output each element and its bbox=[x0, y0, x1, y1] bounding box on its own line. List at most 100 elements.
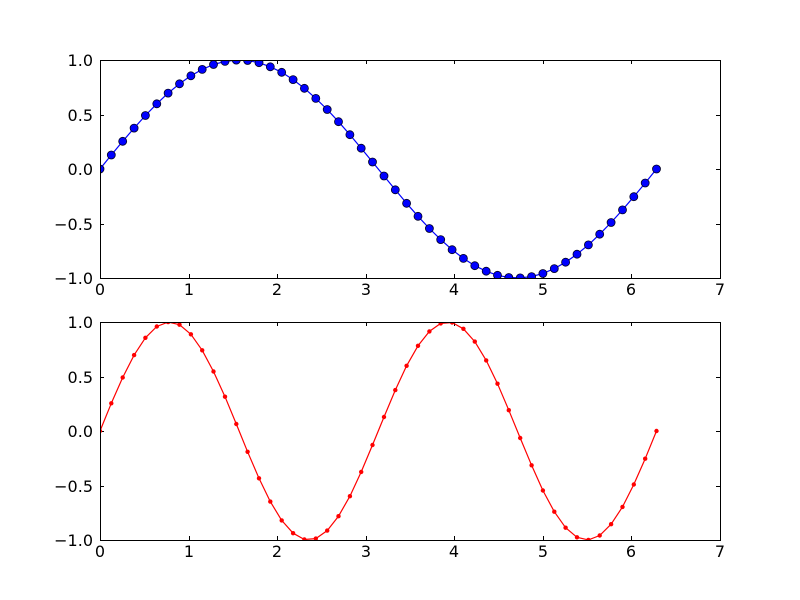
data-point bbox=[154, 324, 159, 329]
axes-bottom: 0 1 2 3 4 5 6 7 1.0 0.5 0.0 −0.5 −1.0 bbox=[54, 313, 725, 561]
data-point bbox=[393, 387, 398, 393]
sin-x-markers bbox=[100, 60, 661, 278]
y-tick-label: 0.5 bbox=[68, 106, 93, 125]
y-tick-label: 0.5 bbox=[68, 368, 93, 387]
data-point bbox=[109, 401, 114, 406]
data-point bbox=[552, 509, 557, 514]
data-point bbox=[586, 537, 591, 540]
x-tick-label: 4 bbox=[449, 542, 459, 561]
data-point bbox=[254, 60, 264, 68]
data-point bbox=[211, 369, 216, 374]
data-point bbox=[336, 514, 341, 519]
x-tick-label: 7 bbox=[715, 280, 725, 299]
x-tick-label: 6 bbox=[626, 280, 636, 299]
data-point bbox=[504, 273, 514, 278]
data-point bbox=[597, 533, 602, 538]
data-point bbox=[188, 332, 194, 337]
data-point bbox=[322, 105, 332, 114]
data-point bbox=[129, 123, 139, 133]
data-point bbox=[256, 476, 262, 481]
data-point bbox=[527, 272, 536, 278]
sin-2x-line bbox=[100, 322, 658, 540]
y-tick-label: −0.5 bbox=[54, 215, 93, 234]
data-point bbox=[427, 329, 432, 334]
data-point bbox=[484, 358, 489, 363]
data-point bbox=[458, 253, 468, 263]
data-point bbox=[584, 240, 593, 250]
x-tick-label: 2 bbox=[272, 280, 282, 299]
data-point bbox=[438, 322, 443, 326]
data-point bbox=[561, 257, 570, 267]
data-point bbox=[493, 270, 502, 278]
data-point bbox=[538, 269, 548, 278]
data-point bbox=[390, 185, 400, 195]
data-point bbox=[220, 60, 230, 66]
y-tick-label: 1.0 bbox=[68, 51, 93, 70]
data-point bbox=[529, 463, 534, 468]
y-tick-label: −1.0 bbox=[54, 531, 93, 550]
y-tick-label: 1.0 bbox=[68, 313, 93, 332]
x-tick-label: 6 bbox=[626, 542, 636, 561]
data-point bbox=[495, 381, 500, 386]
x-tick-label: 2 bbox=[272, 542, 282, 561]
data-point bbox=[608, 522, 614, 527]
data-point bbox=[299, 83, 309, 93]
data-point bbox=[175, 79, 184, 89]
data-point bbox=[302, 537, 307, 540]
data-point bbox=[334, 117, 343, 127]
data-point bbox=[345, 130, 355, 140]
data-point bbox=[356, 143, 366, 153]
y-tick-label: −1.0 bbox=[54, 269, 93, 288]
data-point bbox=[368, 157, 377, 167]
data-point bbox=[106, 150, 116, 160]
sin-2x-markers bbox=[100, 322, 659, 540]
data-point bbox=[118, 136, 128, 146]
data-point bbox=[631, 482, 636, 487]
data-point bbox=[461, 326, 466, 331]
data-point bbox=[481, 266, 491, 276]
data-point bbox=[279, 518, 284, 523]
x-tick-label: 0 bbox=[95, 542, 105, 561]
data-point bbox=[447, 245, 457, 255]
data-point bbox=[140, 111, 150, 120]
data-point bbox=[518, 435, 523, 441]
data-point bbox=[268, 499, 273, 504]
x-tick-label: 7 bbox=[715, 542, 725, 561]
data-point bbox=[288, 75, 298, 84]
data-point bbox=[234, 421, 239, 427]
data-point bbox=[370, 442, 375, 448]
data-point bbox=[470, 261, 480, 271]
data-point bbox=[574, 535, 580, 540]
data-point bbox=[540, 488, 546, 493]
x-tick-label: 0 bbox=[95, 280, 105, 299]
data-point bbox=[245, 449, 250, 454]
data-point bbox=[311, 94, 321, 103]
data-point bbox=[652, 164, 661, 174]
data-point bbox=[209, 60, 218, 69]
data-point bbox=[515, 273, 525, 278]
data-point bbox=[265, 62, 275, 72]
data-point bbox=[424, 224, 434, 233]
data-point bbox=[436, 235, 446, 245]
y-tick-label: 0.0 bbox=[68, 422, 93, 441]
data-point bbox=[359, 469, 364, 475]
x-tick-label: 5 bbox=[538, 542, 548, 561]
data-point bbox=[620, 504, 625, 510]
data-point bbox=[640, 178, 650, 188]
data-point bbox=[197, 65, 207, 74]
x-tick-label: 4 bbox=[449, 280, 459, 299]
x-tick-label: 1 bbox=[184, 280, 194, 299]
data-point bbox=[200, 348, 205, 353]
data-point bbox=[643, 456, 648, 461]
data-point bbox=[379, 171, 389, 181]
data-point bbox=[152, 99, 162, 109]
data-point bbox=[606, 218, 616, 227]
axes-frame bbox=[100, 60, 721, 279]
data-point bbox=[595, 229, 605, 239]
data-point bbox=[163, 88, 173, 98]
data-point bbox=[177, 322, 182, 327]
sin-x-line bbox=[100, 60, 657, 278]
data-point bbox=[563, 525, 568, 530]
data-point bbox=[131, 352, 137, 358]
